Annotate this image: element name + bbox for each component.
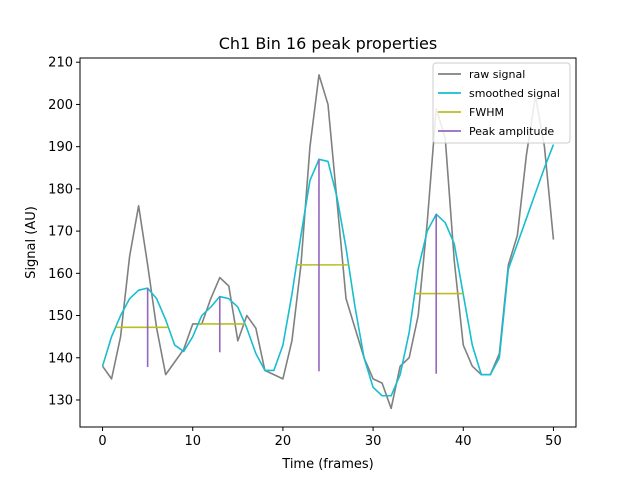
y-tick-label: 200 [48, 98, 73, 113]
y-tick-label: 210 [48, 56, 73, 71]
legend-label-raw-signal: raw signal [469, 68, 525, 81]
smoothed-signal-line [101, 144, 555, 397]
x-tick-label: 40 [455, 434, 472, 449]
x-tick-label: 20 [275, 434, 292, 449]
y-tick-label: 170 [48, 225, 73, 240]
y-tick-label: 180 [48, 182, 73, 197]
x-tick-label: 30 [365, 434, 382, 449]
legend-label-peak-amplitude: Peak amplitude [469, 125, 554, 138]
legend-box [432, 62, 571, 144]
legend-label-smoothed-signal: smoothed signal [469, 87, 560, 100]
axes-frame [79, 57, 577, 428]
legend-label-fwhm: FWHM [469, 106, 504, 119]
x-tick-label: 50 [545, 434, 562, 449]
y-tick-label: 190 [48, 140, 73, 155]
plot-area [101, 74, 555, 410]
x-tick-label: 0 [98, 434, 106, 449]
y-tick-label: 150 [48, 309, 73, 324]
raw-signal-line [101, 74, 555, 410]
legend: raw signal smoothed signal FWHM Peak amplit… [432, 62, 571, 144]
y-tick-label: 160 [48, 267, 73, 282]
y-axis-label: Signal (AU) [24, 206, 39, 279]
chart-title: Ch1 Bin 16 peak properties [219, 34, 437, 53]
x-tick-label: 10 [184, 434, 201, 449]
y-tick-label: 140 [48, 351, 73, 366]
y-tick-label: 130 [48, 393, 73, 408]
axis-ticks: 0 10 20 30 40 50 130 140 150 160 170 180 190 200 210 [48, 56, 562, 449]
x-axis-label: Time (frames) [281, 457, 373, 472]
